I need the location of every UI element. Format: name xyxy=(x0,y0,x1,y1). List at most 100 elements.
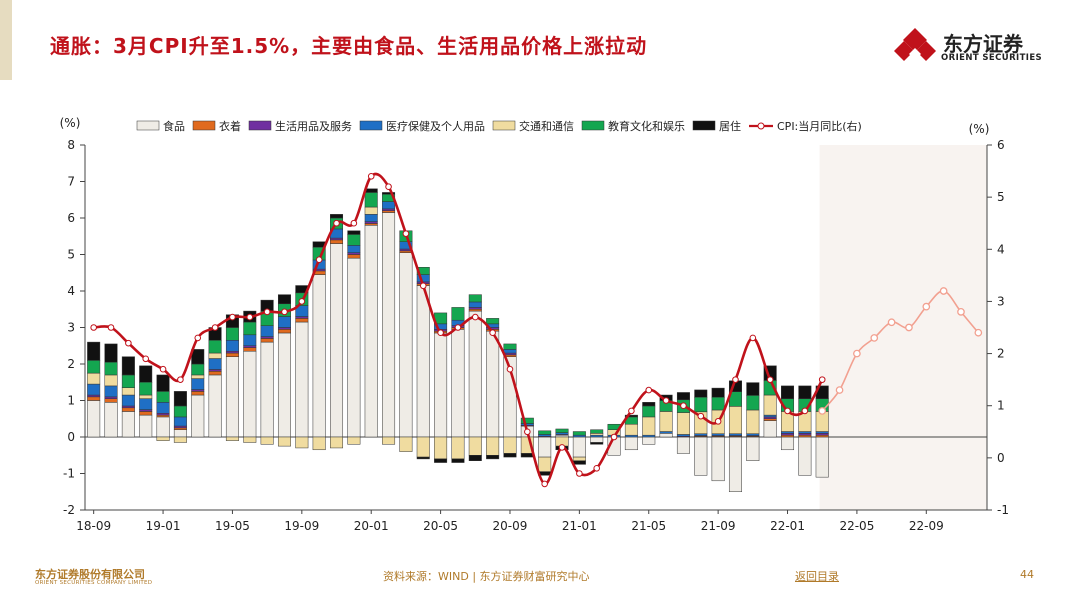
left-tick-label: 7 xyxy=(67,175,75,189)
bar-segment-2 xyxy=(243,347,257,352)
cpi-forecast-point xyxy=(853,349,861,358)
x-tick-label: 20-05 xyxy=(423,519,458,533)
bar-segment-7 xyxy=(624,414,638,418)
bar-segment-6 xyxy=(156,391,170,403)
cpi-point xyxy=(610,433,618,441)
bar-segment-5 xyxy=(624,423,638,436)
bar-segment-7 xyxy=(711,387,725,398)
bar-segment-2 xyxy=(87,396,101,401)
bar-segment-7 xyxy=(642,402,656,407)
bar-segment-2 xyxy=(347,254,361,259)
bar-segment-6 xyxy=(538,430,552,435)
bar-segment-6 xyxy=(468,294,482,303)
bar-segment-2 xyxy=(225,352,239,357)
legend-label: 教育文化和娱乐 xyxy=(608,119,685,133)
bar-segment-3 xyxy=(277,327,291,330)
right-tick-label: 3 xyxy=(997,294,1005,308)
bar-segment-5 xyxy=(746,409,760,434)
bar-segment-4 xyxy=(121,394,135,407)
bar-segment-6 xyxy=(451,307,465,321)
left-tick-label: 6 xyxy=(67,211,75,225)
legend-label: 居住 xyxy=(719,119,741,133)
cpi-point xyxy=(801,407,809,415)
bar-segment-4 xyxy=(798,431,812,434)
bar-segment-1 xyxy=(538,436,552,458)
bar-segment-6 xyxy=(520,417,534,424)
cpi-forecast-point xyxy=(905,323,913,332)
x-tick-label: 20-01 xyxy=(354,519,389,533)
bar-segment-4 xyxy=(364,214,378,222)
bar-segment-5 xyxy=(191,374,205,379)
bar-segment-2 xyxy=(260,338,274,343)
bar-segment-7 xyxy=(139,365,153,383)
logo-mark-icon xyxy=(894,28,936,61)
bar-segment-1 xyxy=(416,285,430,438)
cpi-point xyxy=(437,329,444,337)
bar-segment-5 xyxy=(676,412,690,435)
x-tick-label: 19-05 xyxy=(215,519,250,533)
bar-segment-5 xyxy=(277,436,291,447)
bar-segment-3 xyxy=(87,394,101,398)
bar-segment-2 xyxy=(121,407,135,412)
bar-segment-7 xyxy=(520,453,534,458)
left-tick-label: 8 xyxy=(67,138,75,152)
bar-segment-5 xyxy=(243,436,257,443)
bar-segment-1 xyxy=(191,394,205,438)
bar-segment-3 xyxy=(243,345,257,348)
bar-segment-7 xyxy=(746,382,760,396)
cpi-point xyxy=(628,407,635,415)
cpi-point xyxy=(419,282,427,290)
legend-swatch xyxy=(359,120,383,131)
bar-segment-7 xyxy=(173,391,187,407)
bar-segment-6 xyxy=(364,192,378,208)
bar-segment-4 xyxy=(503,349,517,354)
bar-segment-1 xyxy=(364,225,378,438)
bar-segment-1 xyxy=(642,436,656,445)
bar-segment-5 xyxy=(486,436,500,456)
bar-segment-1 xyxy=(676,436,690,454)
logo-name-en: ORIENT SECURITIES xyxy=(941,53,1043,63)
bar-segment-4 xyxy=(572,434,586,438)
cpi-point xyxy=(506,365,514,373)
bar-segment-7 xyxy=(121,356,135,376)
x-tick-label: 22-09 xyxy=(909,519,944,533)
bar-segment-3 xyxy=(798,433,812,436)
legend-swatch xyxy=(248,120,272,131)
back-to-contents-link[interactable]: 返回目录 xyxy=(795,570,839,583)
bar-segment-6 xyxy=(347,234,361,246)
bar-segment-4 xyxy=(225,340,239,352)
bar-segment-1 xyxy=(208,374,222,438)
bar-segment-3 xyxy=(191,389,205,392)
cpi-point xyxy=(749,334,757,342)
bar-segment-7 xyxy=(486,455,500,460)
cpi-point xyxy=(818,376,826,383)
cpi-forecast-point xyxy=(974,328,983,337)
bar-segment-4 xyxy=(382,201,396,210)
cpi-point xyxy=(281,308,288,316)
right-tick-label: 5 xyxy=(997,190,1005,204)
cpi-point xyxy=(645,386,653,394)
bar-segment-4 xyxy=(260,325,274,337)
bar-segment-7 xyxy=(434,458,448,463)
bar-segment-3 xyxy=(139,409,153,412)
bar-segment-1 xyxy=(173,429,187,438)
legend-swatch xyxy=(581,120,605,131)
bar-segment-7 xyxy=(572,460,586,465)
bar-segment-5 xyxy=(260,436,274,445)
x-tick-label: 19-01 xyxy=(146,519,181,533)
cpi-point xyxy=(385,183,392,191)
bar-segment-4 xyxy=(815,431,829,434)
bar-segment-6 xyxy=(694,396,708,413)
left-tick-label: -2 xyxy=(63,503,75,517)
left-tick-label: 1 xyxy=(67,394,75,408)
bar-segment-1 xyxy=(399,252,413,438)
cpi-forecast-point xyxy=(835,386,844,394)
cpi-point xyxy=(766,376,774,383)
left-axis-unit: (%) xyxy=(60,116,81,130)
bar-segment-3 xyxy=(208,369,222,372)
legend-swatch xyxy=(492,120,516,131)
cpi-point xyxy=(142,355,150,363)
cpi-point xyxy=(471,313,479,321)
bar-segment-6 xyxy=(486,318,500,325)
cpi-point xyxy=(489,329,496,337)
